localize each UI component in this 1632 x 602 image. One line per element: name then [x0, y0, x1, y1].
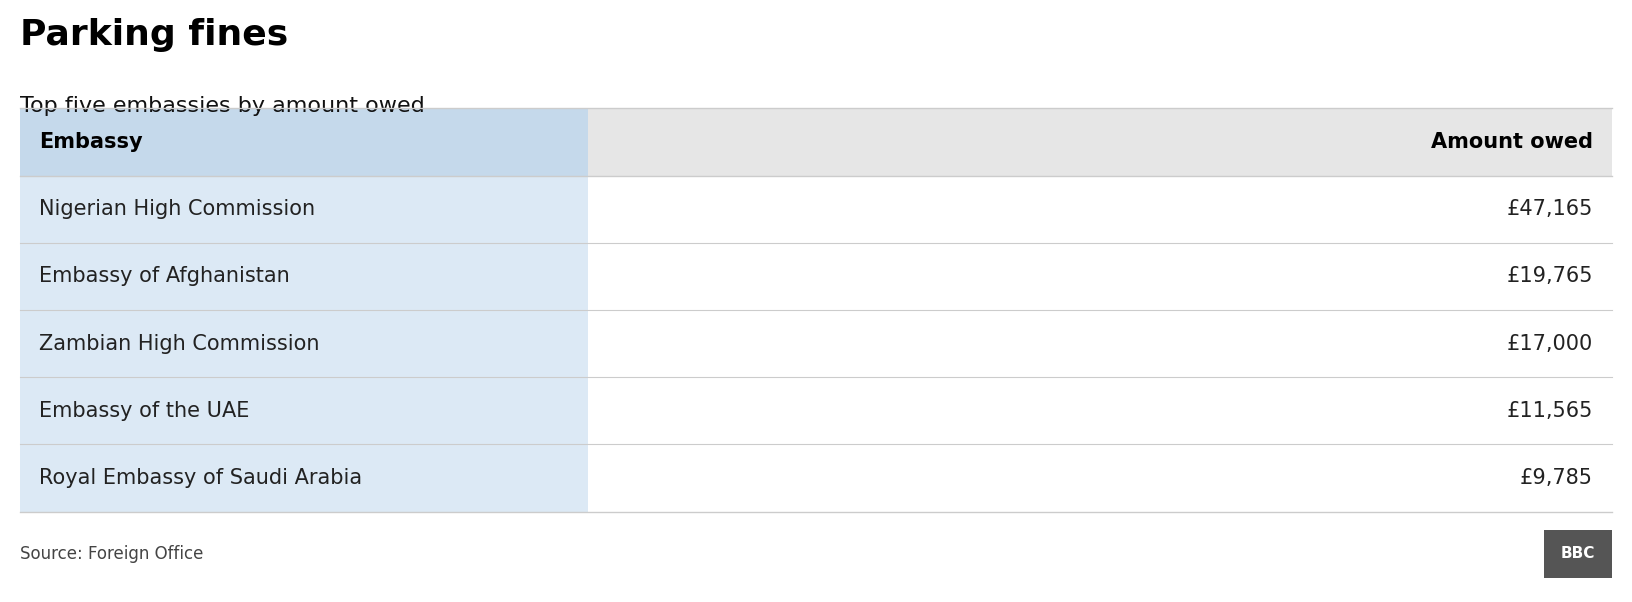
- Bar: [20, 243, 588, 310]
- Bar: [20, 377, 588, 444]
- Text: Embassy of the UAE: Embassy of the UAE: [39, 401, 250, 421]
- Text: Parking fines: Parking fines: [20, 18, 287, 52]
- Text: BBC: BBC: [1560, 547, 1596, 561]
- Bar: [588, 108, 1612, 176]
- Text: Embassy of Afghanistan: Embassy of Afghanistan: [39, 267, 290, 287]
- Bar: [588, 310, 1612, 377]
- Text: Royal Embassy of Saudi Arabia: Royal Embassy of Saudi Arabia: [39, 468, 362, 488]
- Text: £9,785: £9,785: [1519, 468, 1593, 488]
- Text: Source: Foreign Office: Source: Foreign Office: [20, 545, 202, 563]
- Text: Amount owed: Amount owed: [1431, 132, 1593, 152]
- Bar: [20, 310, 588, 377]
- Text: Embassy: Embassy: [39, 132, 142, 152]
- Bar: [588, 243, 1612, 310]
- Text: Nigerian High Commission: Nigerian High Commission: [39, 199, 315, 219]
- Text: Zambian High Commission: Zambian High Commission: [39, 334, 320, 353]
- Text: £11,565: £11,565: [1506, 401, 1593, 421]
- Text: £17,000: £17,000: [1506, 334, 1593, 353]
- Bar: [588, 176, 1612, 243]
- Text: Top five embassies by amount owed: Top five embassies by amount owed: [20, 96, 424, 116]
- Bar: [588, 444, 1612, 512]
- Bar: [20, 108, 588, 176]
- Bar: [20, 176, 588, 243]
- Text: £19,765: £19,765: [1506, 267, 1593, 287]
- Bar: [20, 444, 588, 512]
- Bar: [1544, 530, 1612, 578]
- Bar: [588, 377, 1612, 444]
- Text: £47,165: £47,165: [1506, 199, 1593, 219]
